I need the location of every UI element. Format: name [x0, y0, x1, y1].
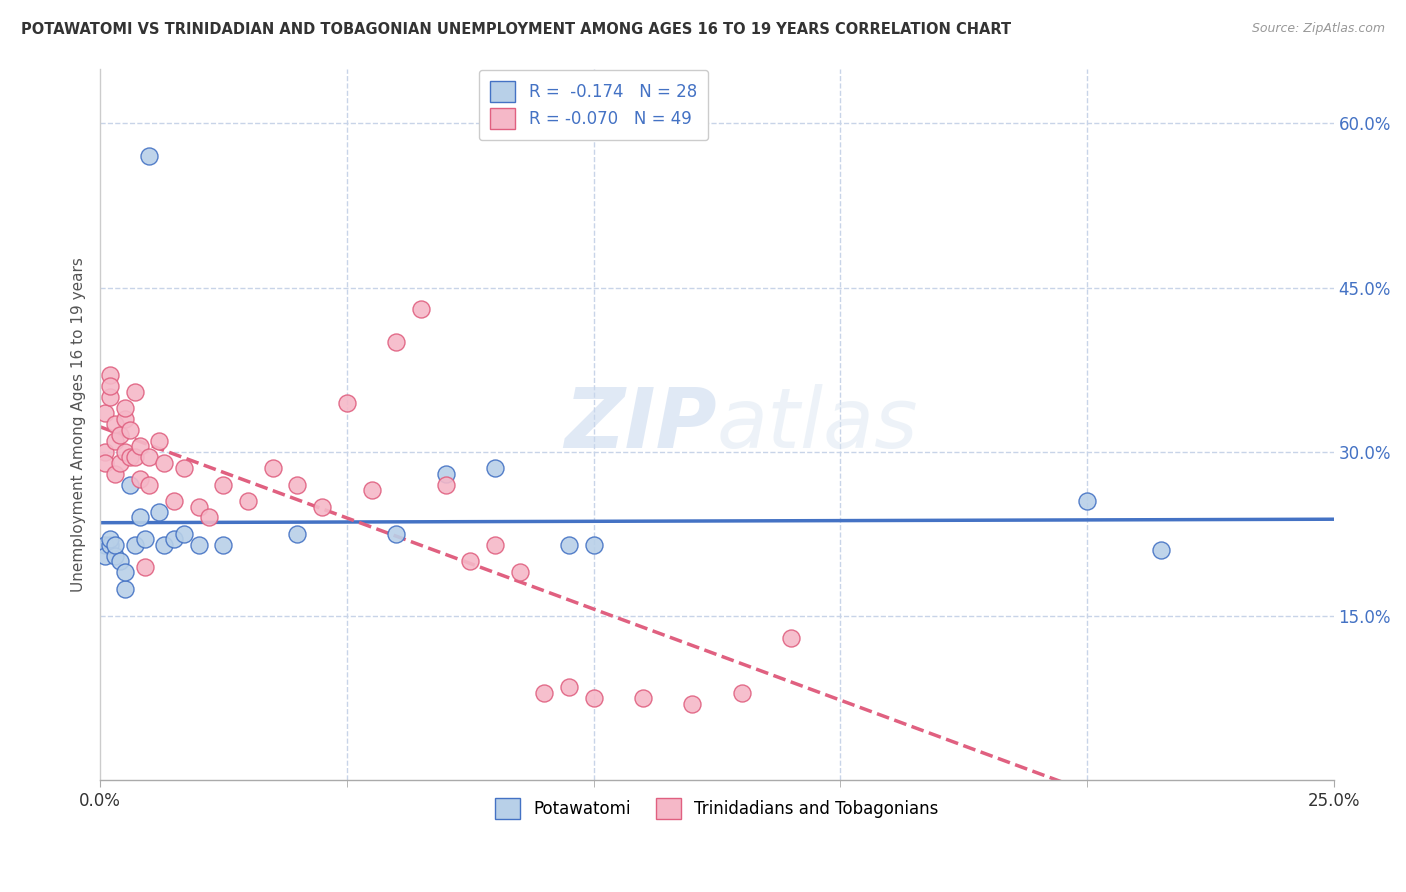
Point: [98, 533, 121, 547]
Point: [138, 450, 160, 465]
Point: [458, 554, 481, 568]
Point: [134, 533, 156, 547]
Point: [153, 456, 176, 470]
Point: [118, 477, 141, 491]
Point: [780, 631, 803, 645]
Point: [187, 538, 209, 552]
Point: [262, 461, 284, 475]
Point: [94, 538, 117, 552]
Point: [153, 538, 176, 552]
Legend: Potawatomi, Trinidadians and Tobagonians: Potawatomi, Trinidadians and Tobagonians: [488, 792, 945, 825]
Text: ZIP: ZIP: [564, 384, 717, 465]
Point: [484, 538, 506, 552]
Point: [385, 335, 408, 350]
Text: POTAWATOMI VS TRINIDADIAN AND TOBAGONIAN UNEMPLOYMENT AMONG AGES 16 TO 19 YEARS : POTAWATOMI VS TRINIDADIAN AND TOBAGONIAN…: [21, 22, 1011, 37]
Point: [104, 549, 127, 563]
Text: Source: ZipAtlas.com: Source: ZipAtlas.com: [1251, 22, 1385, 36]
Point: [212, 538, 235, 552]
Point: [114, 566, 136, 580]
Point: [104, 538, 127, 552]
Point: [1150, 543, 1173, 558]
Point: [582, 691, 605, 706]
Point: [124, 450, 146, 465]
Point: [148, 505, 170, 519]
Point: [118, 423, 141, 437]
Point: [104, 467, 127, 481]
Point: [681, 697, 703, 711]
Point: [336, 395, 359, 409]
Point: [148, 434, 170, 448]
Point: [128, 439, 150, 453]
Point: [108, 456, 131, 470]
Point: [173, 527, 195, 541]
Point: [138, 149, 160, 163]
Point: [533, 686, 555, 700]
Point: [409, 302, 432, 317]
Point: [98, 368, 121, 383]
Point: [385, 527, 408, 541]
Point: [631, 691, 654, 706]
Point: [558, 680, 581, 694]
Point: [311, 500, 333, 514]
Point: [114, 401, 136, 415]
Point: [236, 494, 259, 508]
Point: [94, 444, 117, 458]
Point: [197, 510, 219, 524]
Point: [187, 500, 209, 514]
Point: [582, 538, 605, 552]
Point: [730, 686, 752, 700]
Point: [114, 582, 136, 596]
Point: [124, 384, 146, 399]
Text: atlas: atlas: [717, 384, 918, 465]
Point: [124, 538, 146, 552]
Point: [138, 477, 160, 491]
Point: [134, 559, 156, 574]
Point: [104, 417, 127, 432]
Point: [287, 527, 309, 541]
Point: [98, 390, 121, 404]
Point: [108, 428, 131, 442]
Point: [212, 477, 235, 491]
Point: [163, 494, 186, 508]
Point: [128, 472, 150, 486]
Point: [163, 533, 186, 547]
Point: [1076, 494, 1098, 508]
Point: [114, 444, 136, 458]
Point: [128, 510, 150, 524]
Point: [118, 450, 141, 465]
Point: [94, 407, 117, 421]
Point: [114, 412, 136, 426]
Point: [94, 549, 117, 563]
Point: [434, 467, 457, 481]
Point: [94, 456, 117, 470]
Point: [287, 477, 309, 491]
Point: [108, 554, 131, 568]
Point: [360, 483, 382, 497]
Point: [104, 434, 127, 448]
Point: [434, 477, 457, 491]
Point: [98, 379, 121, 393]
Point: [98, 538, 121, 552]
Point: [173, 461, 195, 475]
Y-axis label: Unemployment Among Ages 16 to 19 years: Unemployment Among Ages 16 to 19 years: [72, 257, 86, 592]
Point: [509, 566, 531, 580]
Point: [484, 461, 506, 475]
Point: [558, 538, 581, 552]
